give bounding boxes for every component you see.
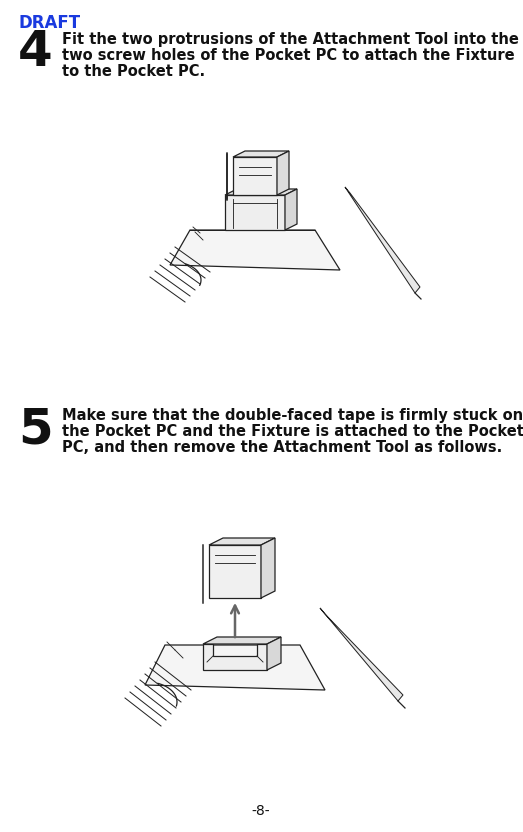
Text: two screw holes of the Pocket PC to attach the Fixture: two screw holes of the Pocket PC to atta… [62, 48, 515, 63]
Text: 4: 4 [18, 28, 53, 76]
Text: Fit the two protrusions of the Attachment Tool into the: Fit the two protrusions of the Attachmen… [62, 32, 519, 47]
Polygon shape [203, 637, 281, 644]
Polygon shape [233, 157, 277, 195]
Polygon shape [267, 637, 281, 670]
Polygon shape [209, 545, 261, 598]
Polygon shape [209, 538, 275, 545]
Text: DRAFT: DRAFT [18, 14, 80, 32]
Polygon shape [203, 644, 267, 670]
Text: -8-: -8- [252, 804, 270, 818]
Text: to the Pocket PC.: to the Pocket PC. [62, 64, 205, 79]
Text: Make sure that the double-faced tape is firmly stuck on: Make sure that the double-faced tape is … [62, 408, 523, 423]
Text: 5: 5 [18, 405, 53, 453]
Polygon shape [320, 608, 403, 701]
Polygon shape [285, 189, 297, 230]
Polygon shape [345, 187, 420, 293]
Polygon shape [225, 189, 297, 195]
Polygon shape [261, 538, 275, 598]
Polygon shape [170, 230, 340, 270]
Polygon shape [277, 151, 289, 195]
Polygon shape [225, 195, 285, 230]
Polygon shape [145, 645, 325, 690]
Polygon shape [233, 151, 289, 157]
Text: the Pocket PC and the Fixture is attached to the Pocket: the Pocket PC and the Fixture is attache… [62, 424, 523, 439]
Text: PC, and then remove the Attachment Tool as follows.: PC, and then remove the Attachment Tool … [62, 440, 502, 455]
